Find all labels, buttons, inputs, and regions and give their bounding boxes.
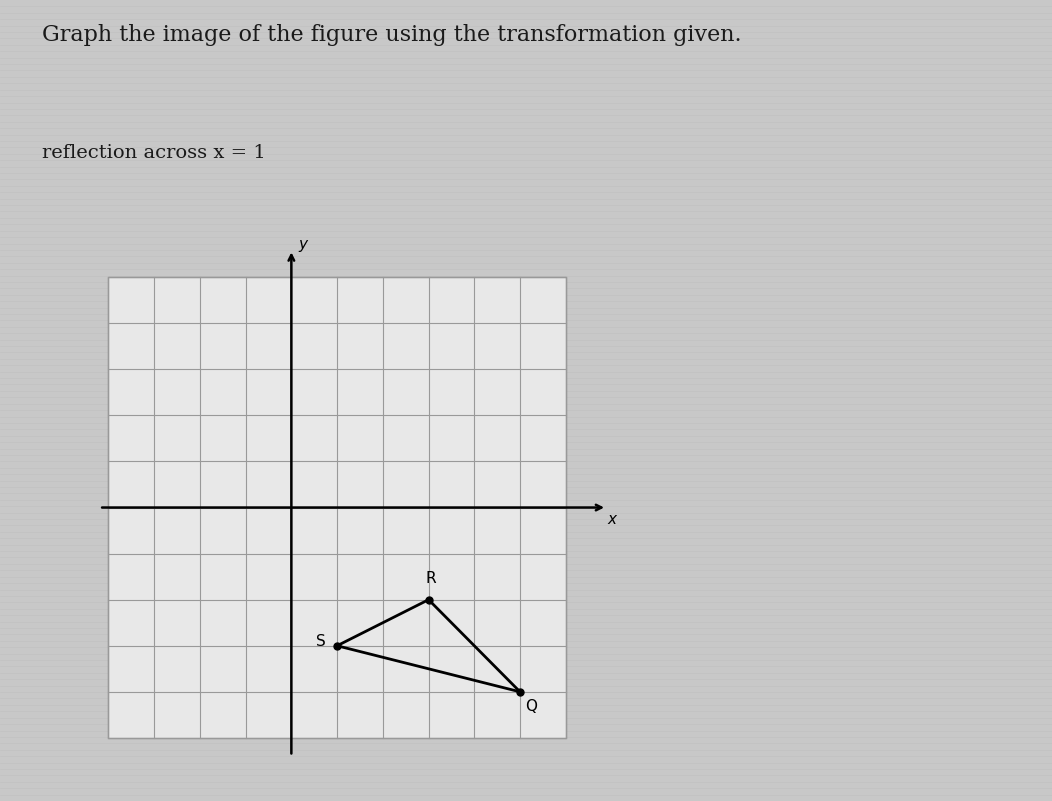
Text: Q: Q xyxy=(525,698,537,714)
Text: R: R xyxy=(426,571,437,586)
Text: S: S xyxy=(316,634,326,649)
Text: Graph the image of the figure using the transformation given.: Graph the image of the figure using the … xyxy=(42,24,742,46)
Text: x: x xyxy=(607,512,616,526)
Text: reflection across x = 1: reflection across x = 1 xyxy=(42,144,266,162)
Bar xyxy=(108,277,566,738)
Text: y: y xyxy=(299,237,307,252)
